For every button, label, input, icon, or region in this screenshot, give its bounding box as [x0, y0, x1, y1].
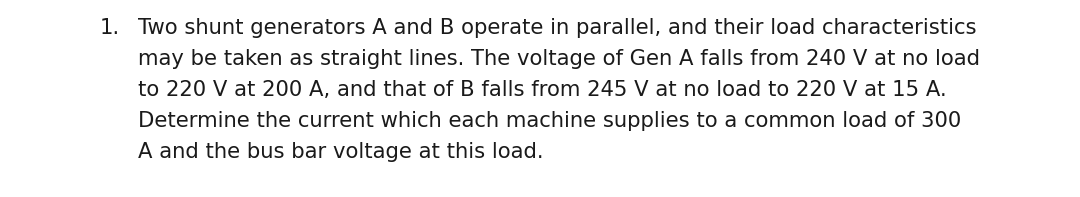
- Text: 1.: 1.: [99, 18, 120, 38]
- Text: A and the bus bar voltage at this load.: A and the bus bar voltage at this load.: [138, 142, 543, 162]
- Text: may be taken as straight lines. The voltage of Gen A falls from 240 V at no load: may be taken as straight lines. The volt…: [138, 49, 981, 69]
- Text: Determine the current which each machine supplies to a common load of 300: Determine the current which each machine…: [138, 111, 961, 131]
- Text: to 220 V at 200 A, and that of B falls from 245 V at no load to 220 V at 15 A.: to 220 V at 200 A, and that of B falls f…: [138, 80, 947, 100]
- Text: Two shunt generators A and B operate in parallel, and their load characteristics: Two shunt generators A and B operate in …: [138, 18, 976, 38]
